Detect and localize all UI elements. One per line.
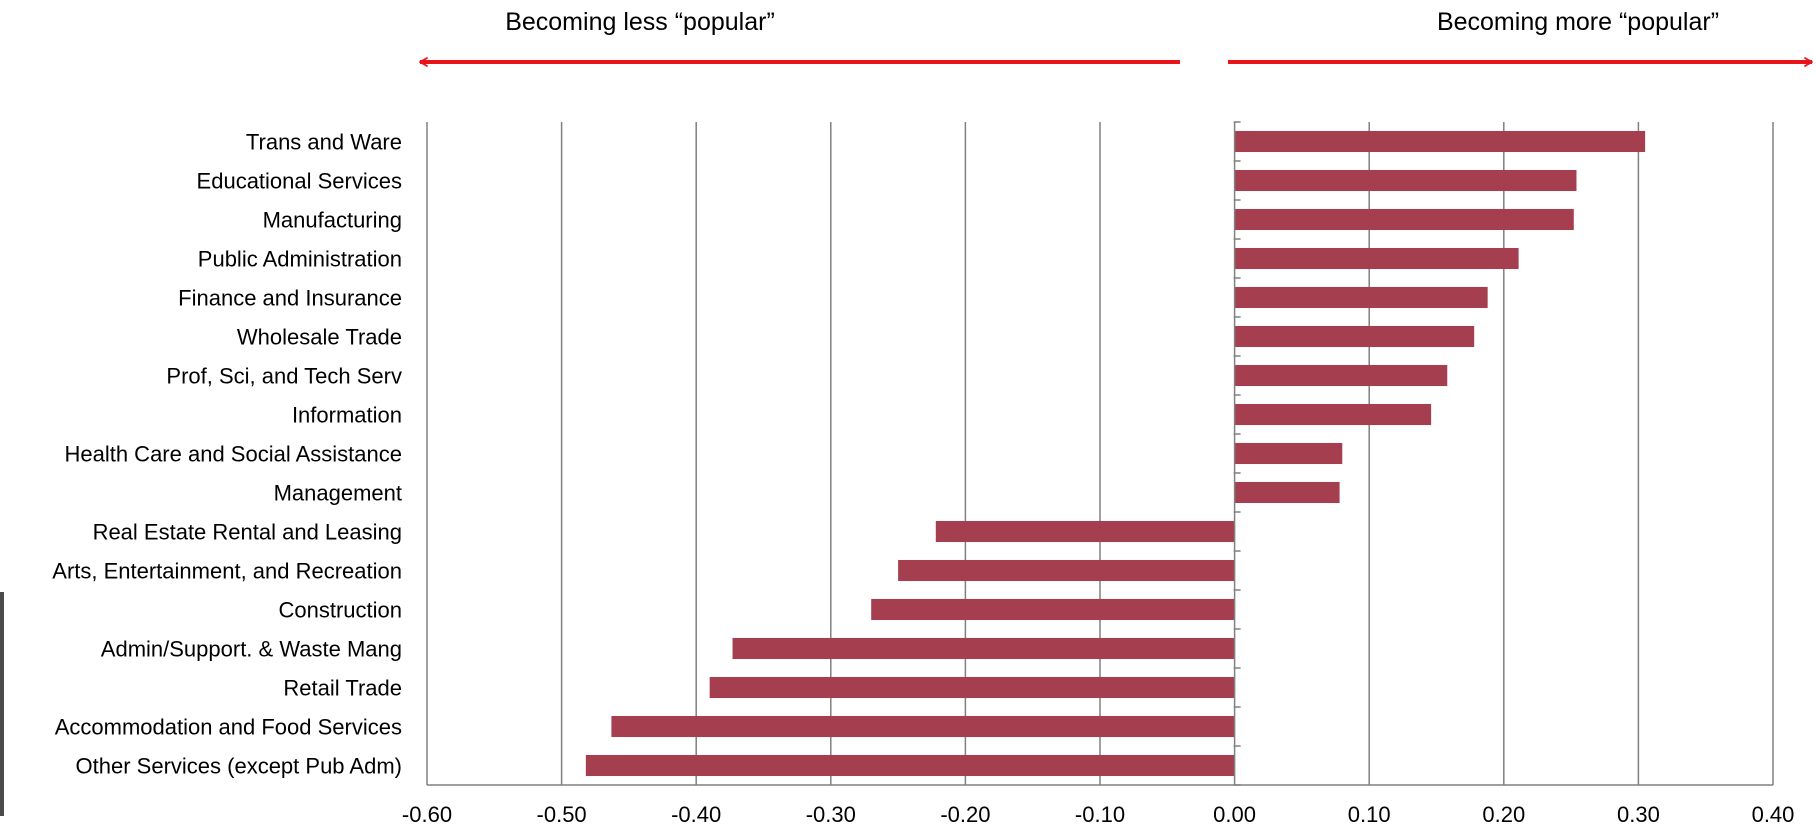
x-tick-label-2: -0.40 — [671, 802, 721, 827]
x-tick-label-3: -0.30 — [806, 802, 856, 827]
category-label-4: Finance and Insurance — [178, 286, 402, 311]
category-label-14: Retail Trade — [283, 676, 402, 701]
category-label-0: Trans and Ware — [246, 130, 402, 155]
bar-2 — [1234, 208, 1574, 231]
bar-15 — [611, 715, 1235, 738]
x-tick-label-5: -0.10 — [1075, 802, 1125, 827]
bar-8 — [1234, 442, 1343, 465]
x-tick-label-0: -0.60 — [402, 802, 452, 827]
bar-7 — [1234, 403, 1432, 426]
category-label-1: Educational Services — [197, 169, 402, 194]
bar-16 — [585, 754, 1235, 777]
category-labels: Trans and Ware Educational Services Manufa… — [52, 130, 402, 779]
x-tick-label-10: 0.40 — [1752, 802, 1795, 827]
category-label-9: Management — [274, 481, 402, 506]
category-label-13: Admin/Support. & Waste Mang — [101, 637, 402, 662]
bars — [585, 130, 1646, 777]
bar-12 — [871, 598, 1235, 621]
x-tick-label-1: -0.50 — [537, 802, 587, 827]
category-label-12: Construction — [278, 598, 402, 623]
bar-6 — [1234, 364, 1448, 387]
category-label-7: Information — [292, 403, 402, 428]
x-tick-label-4: -0.20 — [940, 802, 990, 827]
x-tick-label-7: 0.10 — [1348, 802, 1391, 827]
category-label-10: Real Estate Rental and Leasing — [93, 520, 402, 545]
x-tick-label-9: 0.30 — [1617, 802, 1660, 827]
left-edge-divider — [0, 592, 4, 816]
tick-labels: -0.60 -0.50 -0.40 -0.30 -0.20 -0.10 0.00 0.10 0.… — [402, 802, 1794, 827]
axes — [427, 121, 1773, 786]
bar-9 — [1234, 481, 1340, 504]
x-tick-label-6: 0.00 — [1213, 802, 1256, 827]
category-label-11: Arts, Entertainment, and Recreation — [52, 559, 402, 584]
gridlines — [426, 122, 1774, 785]
category-label-2: Manufacturing — [263, 208, 402, 233]
bar-10 — [935, 520, 1235, 543]
category-label-6: Prof, Sci, and Tech Serv — [166, 364, 402, 389]
category-label-15: Accommodation and Food Services — [55, 715, 402, 740]
annotation-left-text: Becoming less “popular” — [505, 8, 775, 36]
bar-14 — [709, 676, 1235, 699]
category-label-5: Wholesale Trade — [237, 325, 402, 350]
bar-13 — [732, 637, 1235, 660]
category-label-3: Public Administration — [198, 247, 402, 272]
bar-11 — [898, 559, 1235, 582]
category-label-16: Other Services (except Pub Adm) — [76, 754, 402, 779]
bar-3 — [1234, 247, 1519, 270]
direction-annotations: Becoming less “popular” Becoming more “p… — [419, 8, 1813, 67]
bar-1 — [1234, 169, 1577, 192]
category-label-8: Health Care and Social Assistance — [64, 442, 402, 467]
annotation-right-text: Becoming more “popular” — [1437, 8, 1719, 36]
bar-0 — [1234, 130, 1646, 153]
x-tick-label-8: 0.20 — [1482, 802, 1525, 827]
bar-5 — [1234, 325, 1475, 348]
bar-4 — [1234, 286, 1488, 309]
